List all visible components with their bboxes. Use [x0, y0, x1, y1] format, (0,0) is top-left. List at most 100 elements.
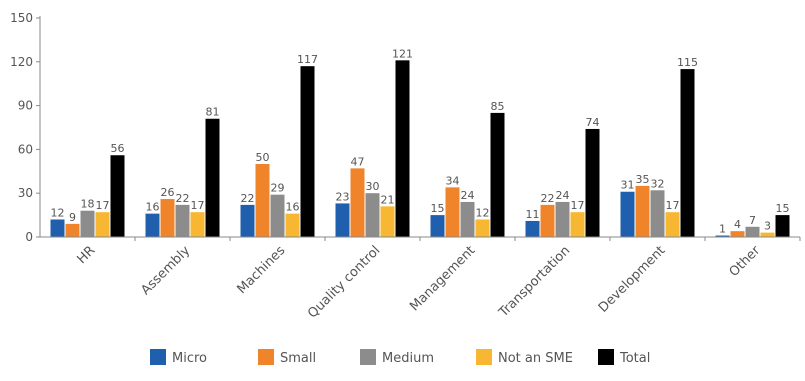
legend: Micro Small Medium Not an SME Total — [150, 349, 650, 366]
data-label: 56 — [111, 142, 125, 155]
bar-medium-management — [460, 201, 475, 237]
data-label: 34 — [446, 174, 460, 187]
bar-not-an-sme-transportation — [570, 212, 585, 237]
legend-label: Medium — [382, 351, 434, 366]
y-tick-label: 120 — [10, 55, 33, 69]
data-label: 23 — [336, 190, 350, 203]
bar-medium-transportation — [555, 201, 570, 237]
bar-micro-other — [715, 235, 730, 237]
data-label: 22 — [241, 192, 255, 205]
data-label: 17 — [571, 199, 585, 212]
bar-medium-hr — [80, 210, 95, 237]
data-label: 31 — [621, 179, 635, 192]
bar-micro-transportation — [525, 220, 540, 237]
legend-label: Micro — [172, 351, 207, 366]
category-label: Transportation — [496, 243, 574, 321]
bar-micro-development — [620, 191, 635, 237]
bar-total-quality-control — [395, 60, 410, 238]
data-label: 24 — [556, 189, 570, 202]
y-tick-label: 0 — [25, 230, 33, 244]
y-tick-label: 90 — [18, 99, 33, 113]
category-label: Development — [596, 243, 668, 315]
data-label: 12 — [51, 206, 65, 219]
y-axis: 0 30 60 90 120 150 — [10, 11, 41, 244]
data-label: 15 — [431, 202, 445, 215]
data-label: 32 — [651, 177, 665, 190]
bar-total-development — [680, 69, 695, 237]
data-label: 17 — [666, 199, 680, 212]
bar-small-development — [635, 185, 650, 237]
bar-not-an-sme-assembly — [190, 212, 205, 237]
legend-swatch — [150, 349, 166, 365]
legend-label: Small — [280, 351, 316, 366]
data-label: 35 — [636, 173, 650, 186]
bar-not-an-sme-other — [760, 232, 775, 237]
legend-swatch — [476, 349, 492, 365]
bar-small-quality-control — [350, 168, 365, 237]
data-label: 115 — [677, 56, 698, 69]
bar-micro-machines — [240, 204, 255, 237]
bar-total-machines — [300, 66, 315, 238]
data-label: 30 — [366, 180, 380, 193]
data-label: 117 — [297, 53, 318, 66]
data-label: 22 — [176, 192, 190, 205]
category-label: Quality control — [305, 243, 383, 321]
data-label: 26 — [161, 186, 175, 199]
category-label: Other — [727, 243, 764, 280]
bar-micro-assembly — [145, 213, 160, 237]
bar-medium-other — [745, 226, 760, 237]
bar-total-hr — [110, 155, 125, 237]
category-label: HR — [74, 243, 98, 267]
bar-total-other — [775, 215, 790, 237]
bar-not-an-sme-management — [475, 219, 490, 237]
bar-medium-development — [650, 190, 665, 237]
bar-small-assembly — [160, 199, 175, 237]
data-label: 16 — [146, 201, 160, 214]
data-label: 1 — [719, 223, 726, 236]
legend-swatch — [598, 349, 614, 365]
bar-micro-quality-control — [335, 203, 350, 237]
data-label: 11 — [526, 208, 540, 221]
x-axis: HR Assembly Machines Quality control Managem… — [40, 236, 801, 321]
data-label: 17 — [191, 199, 205, 212]
bar-small-management — [445, 187, 460, 237]
bar-micro-management — [430, 215, 445, 237]
bar-medium-quality-control — [365, 193, 380, 237]
bar-total-transportation — [585, 128, 600, 237]
bar-small-other — [730, 231, 745, 237]
bar-not-an-sme-quality-control — [380, 206, 395, 237]
category-label: Assembly — [138, 243, 193, 298]
bar-not-an-sme-machines — [285, 213, 300, 237]
bar-total-assembly — [205, 118, 220, 237]
data-label: 74 — [586, 116, 600, 129]
bar-micro-hr — [50, 219, 65, 237]
data-label: 24 — [461, 189, 475, 202]
data-label: 12 — [476, 206, 490, 219]
category-label: Management — [407, 243, 478, 314]
legend-label: Total — [619, 351, 650, 366]
data-label: 29 — [271, 182, 285, 195]
data-label: 47 — [351, 155, 365, 168]
legend-swatch — [360, 349, 376, 365]
data-label: 7 — [749, 214, 756, 227]
bar-not-an-sme-development — [665, 212, 680, 237]
data-label: 21 — [381, 193, 395, 206]
data-label: 15 — [776, 202, 790, 215]
bar-medium-machines — [270, 194, 285, 237]
bar-medium-assembly — [175, 204, 190, 237]
data-label: 50 — [256, 151, 270, 164]
legend-label: Not an SME — [498, 351, 573, 366]
bar-small-machines — [255, 164, 270, 237]
category-label: Machines — [234, 243, 288, 297]
data-label: 9 — [69, 211, 76, 224]
y-tick-label: 150 — [10, 11, 33, 25]
data-label: 18 — [81, 198, 95, 211]
data-label: 121 — [392, 47, 413, 60]
y-tick-label: 60 — [18, 142, 33, 156]
data-label: 81 — [206, 106, 220, 119]
data-label: 85 — [491, 100, 505, 113]
bars-group — [50, 60, 790, 238]
